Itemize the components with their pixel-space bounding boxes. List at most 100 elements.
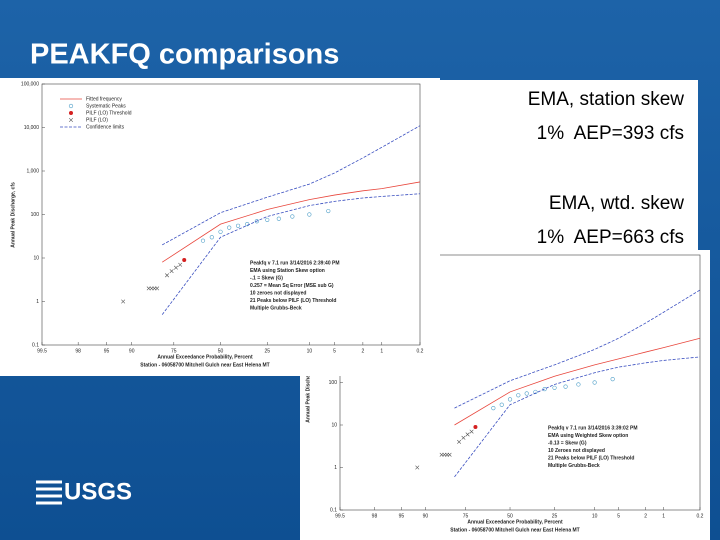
charts: 100,00010,0001,0001001010.199.5989590755… <box>0 78 710 540</box>
point <box>491 405 496 411</box>
legend-swatch <box>68 117 74 123</box>
y-axis-label: Annual Peak Discharge, cfs <box>10 182 16 248</box>
y-tick-label: 0.1 <box>32 342 39 348</box>
legend-label: PILF (LO) Threshold <box>86 110 132 116</box>
x-tick-label: 1 <box>662 513 665 519</box>
point <box>173 265 178 270</box>
note: EMA, station skew <box>528 89 685 110</box>
point <box>552 385 557 390</box>
legend-label: Systematic Peaks <box>86 103 126 109</box>
x-tick-label: 75 <box>171 348 177 354</box>
annotation: 21 Peaks below PILF (LO) Threshold <box>548 455 634 461</box>
x-tick-label: 98 <box>75 348 81 354</box>
point <box>121 299 126 304</box>
point <box>499 402 504 407</box>
x-axis-label: Annual Exceedance Probability, Percent <box>157 354 253 360</box>
annotation: 10 zeroes not displayed <box>250 290 306 296</box>
chart: 100,000 10,000 1,000 100 10 1 0.199.5 98 95 90 75 5… <box>0 78 440 376</box>
y-tick-label: 1 <box>36 299 39 305</box>
x-tick-label: 99.5 <box>37 348 47 354</box>
x-tick-label: 90 <box>129 348 135 354</box>
x-tick-label: 25 <box>552 513 558 519</box>
x-tick-label: 1 <box>380 348 383 354</box>
annotation: EMA using Station Skew option <box>250 268 325 274</box>
point <box>209 235 214 240</box>
x-tick-label: 10 <box>307 348 313 354</box>
annotation: EMA using Weighted Skew option <box>548 433 628 439</box>
x-tick-label: 0.2 <box>697 513 704 519</box>
chart-background <box>0 78 440 376</box>
annotation: Peakfq v 7.1 run 3/14/2016 2:39:40 PM <box>250 260 340 266</box>
note: 1% AEP=393 cfs <box>537 123 684 144</box>
x-tick-label: 99.5 <box>335 513 345 519</box>
x-axis-label: Annual Exceedance Probability, Percent <box>467 519 563 525</box>
annotation: -0.13 = Skew (G) <box>548 440 587 446</box>
point <box>576 382 581 387</box>
annotation: Multiple Grubbs-Beck <box>548 463 600 469</box>
x-tick-label: 5 <box>617 513 620 519</box>
series-line <box>161 181 421 263</box>
x-tick-label: 2 <box>361 348 364 354</box>
logo-text: USGS <box>64 478 132 505</box>
note: 1% AEP=663 cfs <box>537 227 684 248</box>
series-line <box>454 356 701 478</box>
point <box>155 286 160 291</box>
point <box>516 393 521 398</box>
series-line <box>454 289 701 409</box>
x-tick-label: 5 <box>333 348 336 354</box>
x-tick-label: 0.2 <box>417 348 424 354</box>
point <box>290 214 295 219</box>
point <box>245 222 250 227</box>
y-tick-label: 1 <box>334 465 337 471</box>
annotation: Multiple Grubbs-Beck <box>250 305 302 311</box>
x-tick-label: 75 <box>463 513 469 519</box>
x-tick-label: 95 <box>399 513 405 519</box>
y-tick-label: 0.1 <box>330 507 337 513</box>
caption: Station - 06058700 Mitchell Gulch near E… <box>140 362 270 368</box>
point <box>182 257 187 262</box>
x-tick-label: 2 <box>644 513 647 519</box>
point <box>507 397 513 402</box>
point <box>524 391 529 396</box>
y-tick-label: 100,000 <box>21 81 39 87</box>
y-tick-label: 10 <box>33 255 39 261</box>
series-line <box>162 125 421 246</box>
annotation: 0.257 = Mean Sq Error (MSE sub G) <box>250 283 334 289</box>
point <box>563 384 568 389</box>
point <box>465 432 470 437</box>
point <box>235 223 241 228</box>
x-tick-label: 50 <box>218 348 224 354</box>
x-tick-label: 95 <box>104 348 110 354</box>
point <box>610 377 615 382</box>
x-tick-label: 50 <box>507 513 513 519</box>
point <box>469 429 474 434</box>
legend-label: Fitted frequency <box>86 96 122 102</box>
x-tick-label: 10 <box>592 513 598 519</box>
legend-swatch <box>69 111 73 115</box>
y-tick-label: 100 <box>329 380 338 386</box>
slide-title: PEAKFQ comparisons <box>30 39 339 71</box>
point <box>227 225 232 230</box>
point <box>542 386 547 392</box>
caption: Station - 06058700 Mitchell Gulch near E… <box>450 527 580 533</box>
point <box>169 269 174 274</box>
point <box>457 439 462 444</box>
point <box>473 424 478 429</box>
point <box>326 208 331 214</box>
x-tick-label: 25 <box>264 348 270 354</box>
annotation: Peakfq v 7.1 run 3/14/2016 3:39:02 PM <box>548 425 638 431</box>
y-tick-label: 100 <box>31 212 40 218</box>
annotation: 10 Zeroes not displayed <box>548 448 605 454</box>
legend-label: Confidence limits <box>86 124 125 130</box>
point <box>461 435 466 440</box>
point <box>200 238 206 243</box>
point <box>276 216 281 221</box>
y-tick-label: 1,000 <box>26 168 39 174</box>
point <box>178 262 183 267</box>
note: EMA, wtd. skew <box>549 193 684 214</box>
y-axis-label: Annual Peak Discharge, cfs <box>305 357 311 423</box>
x-tick-label: 90 <box>423 513 429 519</box>
legend-swatch <box>68 103 74 109</box>
series-line <box>161 193 421 315</box>
